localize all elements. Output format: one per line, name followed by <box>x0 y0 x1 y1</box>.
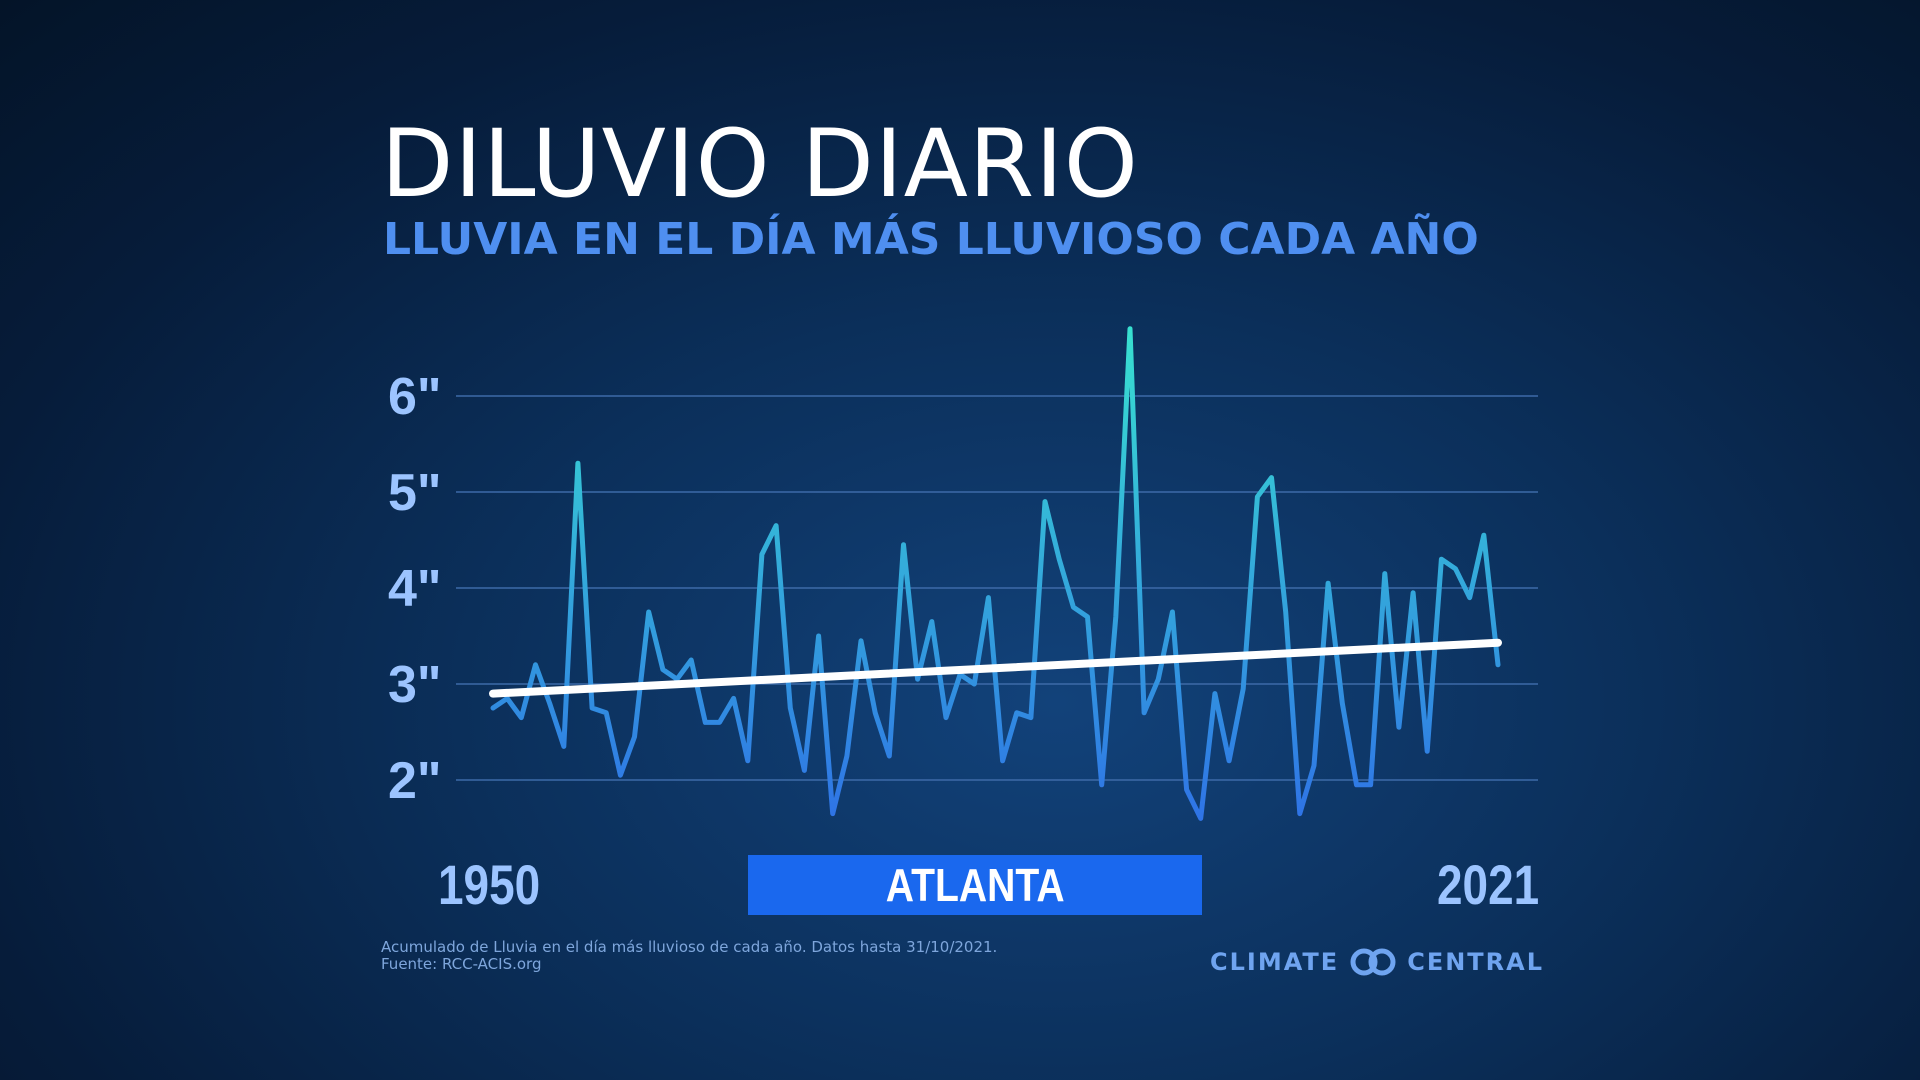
brand-left-text: CLIMATE <box>1210 948 1340 976</box>
footnote: Acumulado de Lluvia en el día más lluvio… <box>381 939 997 973</box>
chart-subtitle: LLUVIA EN EL DÍA MÁS LLUVIOSO CADA AÑO <box>383 214 1479 265</box>
y-tick-labels: 2" 3" 4" 5" 6" <box>388 368 442 810</box>
y-tick-label: 5" <box>388 464 442 522</box>
gridlines <box>456 395 1538 781</box>
series-line <box>490 326 1501 821</box>
linked-rings-icon <box>1350 948 1396 976</box>
series-layer <box>490 326 1501 821</box>
brand-logo: CLIMATE CENTRAL <box>1210 946 1544 978</box>
trend-layer <box>489 638 1502 698</box>
footnote-source: Fuente: RCC-ACIS.org <box>381 955 542 973</box>
y-tick-label: 6" <box>388 368 442 426</box>
trend-line <box>489 638 1502 698</box>
city-badge: ATLANTA <box>748 855 1202 915</box>
chart-title: DILUVIO DIARIO <box>381 110 1139 219</box>
y-tick-label: 3" <box>388 656 442 714</box>
x-end-label: 2021 <box>1437 853 1540 916</box>
brand-right-text: CENTRAL <box>1407 948 1545 976</box>
city-label: ATLANTA <box>885 859 1065 911</box>
x-start-label: 1950 <box>438 853 541 916</box>
y-tick-label: 2" <box>388 752 442 810</box>
y-tick-label: 4" <box>388 560 442 618</box>
footnote-description: Acumulado de Lluvia en el día más lluvio… <box>381 938 998 956</box>
